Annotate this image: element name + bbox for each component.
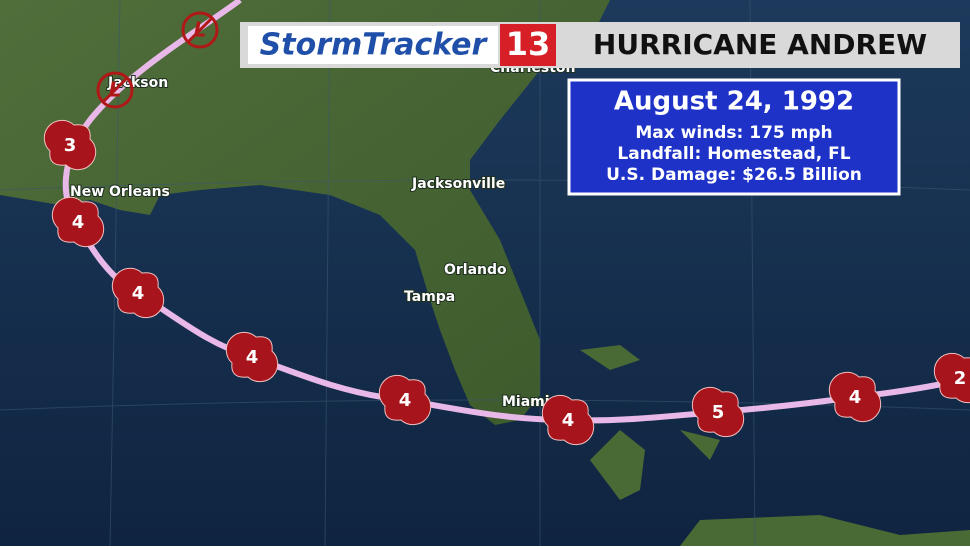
city-label: New Orleans xyxy=(70,184,170,200)
channel: 13 xyxy=(506,25,551,63)
storm-marker: 3 xyxy=(43,119,97,171)
city-label: Jacksonville xyxy=(411,176,505,192)
marker-label: 4 xyxy=(849,387,862,408)
marker-label: 2 xyxy=(954,368,967,389)
storm-marker: 2 xyxy=(933,352,970,404)
storm-marker: 4 xyxy=(828,371,882,423)
low-ring xyxy=(96,71,134,109)
info-line: Landfall: Homestead, FL xyxy=(617,144,850,164)
bahamas xyxy=(580,345,720,500)
marker-label: L xyxy=(194,18,207,42)
storm-marker: 4 xyxy=(378,374,432,426)
info-line: U.S. Damage: $26.5 Billion xyxy=(606,165,862,185)
hurricane-icon xyxy=(541,394,595,446)
marker-label: 4 xyxy=(246,347,259,368)
hurricane-icon xyxy=(225,331,279,383)
info-date: August 24, 1992 xyxy=(614,87,854,117)
city-label: Jackson xyxy=(107,75,168,91)
city-label: Tampa xyxy=(404,289,455,305)
city-label: Miami xyxy=(502,394,550,410)
info-line: Max winds: 175 mph xyxy=(635,123,832,143)
title: HURRICANE ANDREW xyxy=(593,28,927,61)
storm-marker: L xyxy=(181,11,219,49)
us-land xyxy=(0,0,610,425)
storm-marker: 4 xyxy=(111,267,165,319)
hurricane-icon xyxy=(933,352,970,404)
marker-label: 4 xyxy=(72,212,85,233)
marker-label: 5 xyxy=(712,402,725,423)
storm-marker: L xyxy=(96,71,134,109)
city-label: Orlando xyxy=(444,262,507,278)
channel-bg xyxy=(500,24,556,66)
storm-marker: 4 xyxy=(51,196,105,248)
hurricane-icon xyxy=(691,386,745,438)
brand: StormTracker xyxy=(260,28,489,63)
hurricane-icon xyxy=(51,196,105,248)
low-ring xyxy=(181,11,219,49)
marker-label: 4 xyxy=(562,410,575,431)
brand-bg xyxy=(248,26,498,64)
marker-label: 3 xyxy=(64,135,77,156)
hurricane-icon xyxy=(111,267,165,319)
cuba xyxy=(680,515,970,546)
storm-marker: 4 xyxy=(541,394,595,446)
marker-label: L xyxy=(109,78,122,102)
hurricane-icon xyxy=(43,119,97,171)
low-slash xyxy=(186,16,214,44)
storm-marker: 4 xyxy=(225,331,279,383)
hurricane-icon xyxy=(378,374,432,426)
storm-marker: 5 xyxy=(691,386,745,438)
low-slash xyxy=(101,76,129,104)
info-box xyxy=(567,78,901,196)
marker-label: 4 xyxy=(399,390,412,411)
hurricane-icon xyxy=(828,371,882,423)
marker-label: 4 xyxy=(132,283,145,304)
